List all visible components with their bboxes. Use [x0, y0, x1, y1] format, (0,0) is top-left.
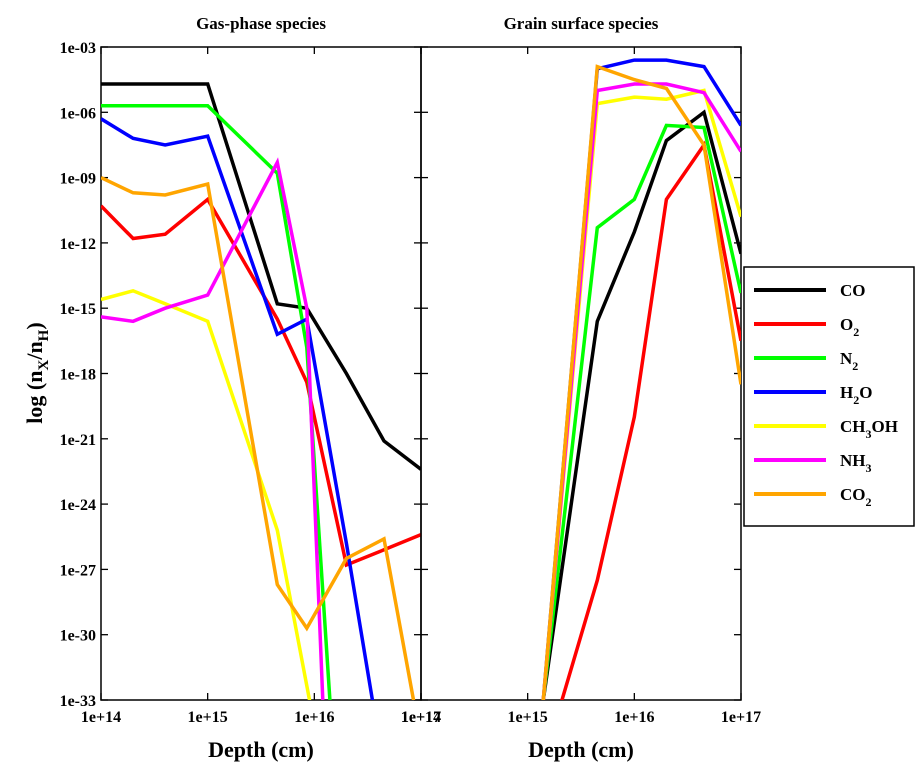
y-tick-label: 1e-30 [60, 628, 96, 645]
gas-phase-series-co2 [101, 176, 416, 700]
grain-surface-series-co [541, 109, 741, 700]
gas-phase-series-co [101, 82, 421, 471]
legend: CO O2 N2 H2O CH3OH NH3 CO2 [743, 266, 915, 527]
grain-surface-x-tick-label: 1e+14 [401, 709, 441, 726]
gas-phase-series-h2o [101, 117, 375, 700]
y-tick-label: 1e-24 [60, 497, 96, 514]
legend-box [743, 266, 915, 527]
y-tick-label: 1e-09 [60, 171, 96, 188]
gas-phase-series-n2 [101, 104, 332, 700]
grain-surface-y-ticks [421, 46, 741, 701]
y-tick-label: 1e-15 [60, 301, 96, 318]
y-tick-label: 1e-12 [60, 236, 96, 253]
grain-surface-x-tick-label: 1e+16 [614, 709, 654, 726]
gas-phase-x-tick-label: 1e+17 [401, 709, 441, 726]
y-tick-label: 1e-21 [60, 432, 96, 449]
gas-phase-y-ticks: 1e-03 1e-06 1e-09 1e-12 1e-15 1e-18 1e-21 1e-24… [60, 40, 421, 710]
gas-phase-x-axis-label: Depth (cm) [208, 737, 314, 762]
legend-label: O2 [840, 315, 859, 339]
legend-label: N2 [840, 349, 858, 373]
grain-surface-panel: Grain surface species 1e+14 1e+15 1e+16 1e+… [401, 14, 761, 762]
grain-surface-series-h2o [541, 58, 741, 700]
grain-surface-x-tick-label: 1e+17 [721, 709, 761, 726]
y-tick-label: 1e-18 [60, 367, 96, 384]
y-tick-label: 1e-27 [60, 562, 96, 579]
grain-surface-x-axis-label: Depth (cm) [528, 737, 634, 762]
legend-label: NH3 [840, 451, 872, 475]
grain-surface-x-ticks: 1e+14 1e+15 1e+16 1e+17 [401, 47, 761, 726]
legend-label: CH3OH [840, 417, 898, 441]
grain-surface-title: Grain surface species [504, 14, 659, 33]
grain-surface-series-group [541, 58, 741, 700]
y-tick-label: 1e-03 [60, 40, 96, 57]
y-axis-label-close: ) [22, 322, 47, 329]
gas-phase-title: Gas-phase species [196, 14, 326, 33]
y-axis-label-sub-h: H [36, 329, 52, 341]
legend-label: CO2 [840, 485, 872, 509]
gas-phase-series-group [101, 82, 421, 700]
gas-phase-x-tick-label: 1e+15 [188, 709, 228, 726]
grain-surface-series-ch3oh [541, 88, 741, 700]
grain-surface-series-n2 [541, 123, 741, 700]
legend-label: H2O [840, 383, 872, 407]
y-axis-label-main: log (n [22, 371, 47, 424]
gas-phase-x-ticks: 1e+14 1e+15 1e+16 1e+17 [81, 47, 441, 726]
y-tick-label: 1e-06 [60, 105, 96, 122]
y-axis-label-sep: /n [22, 341, 47, 360]
grain-surface-series-co2 [541, 64, 741, 700]
y-axis-label: log (nX/nH) [22, 322, 52, 423]
gas-phase-series-o2 [101, 196, 421, 568]
grain-surface-series-nh3 [541, 82, 741, 700]
gas-phase-series-ch3oh [101, 288, 312, 700]
gas-phase-panel: Gas-phase species 1e-031e-061e-091e-121e… [60, 14, 442, 762]
legend-items: CO O2 N2 H2O CH3OH NH3 CO2 [754, 281, 898, 509]
y-axis-label-sub-x: X [36, 360, 52, 371]
gas-phase-series-nh3 [101, 157, 325, 700]
legend-label: CO [840, 281, 866, 300]
gas-phase-x-tick-label: 1e+16 [294, 709, 334, 726]
gas-phase-x-tick-label: 1e+14 [81, 709, 121, 726]
gas-phase-plot-frame [100, 46, 422, 701]
grain-surface-x-tick-label: 1e+15 [508, 709, 548, 726]
y-tick-label: 1e-33 [60, 693, 96, 710]
